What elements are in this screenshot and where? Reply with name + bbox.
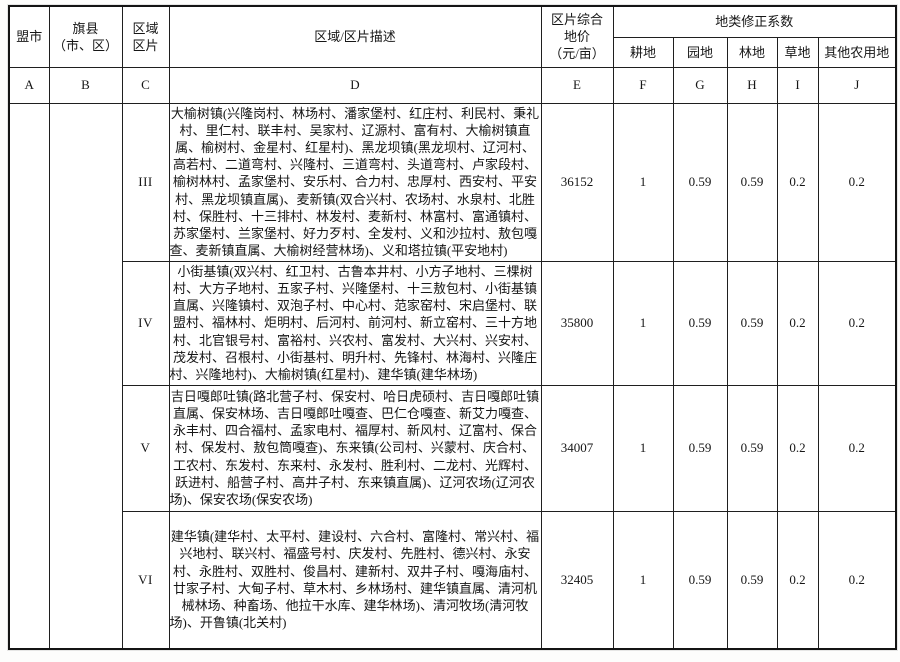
header-label: 其他农用地	[824, 44, 890, 60]
cell-coef-forest: 0.59	[726, 102, 778, 262]
cell-zone: VI	[121, 510, 170, 650]
cell-coef-other: 0.2	[817, 102, 897, 262]
land-price-table: 盟市 旗县 （市、区） 区域 区片 区域/区片描述 区片综合 地价 （元/亩） …	[6, 4, 899, 651]
header-group-correction-coefficients: 地类修正系数	[612, 5, 897, 38]
header-label: 地类修正系数	[715, 14, 794, 30]
table-row: III 大榆树镇(兴隆岗村、林场村、潘家堡村、红庄村、利民村、秉礼村、里仁村、联…	[8, 102, 897, 650]
header-cell-farmland: 耕地	[612, 36, 674, 68]
column-letter-j: J	[817, 66, 897, 104]
cell-coef-other: 0.2	[817, 384, 897, 512]
cell-coef-farmland: 1	[612, 260, 674, 386]
column-letter-h: H	[726, 66, 778, 104]
header-cell-grassland: 草地	[776, 36, 819, 68]
cell-description: 建华镇(建华村、太平村、建设村、六合村、富隆村、常兴村、福兴地村、联兴村、福盛号…	[168, 510, 542, 650]
header-cell-zone: 区域 区片	[121, 5, 170, 68]
header-label: 草地	[784, 44, 811, 60]
column-letter-b: B	[48, 66, 123, 104]
cell-zone: III	[121, 102, 170, 262]
cell-zone: IV	[121, 260, 170, 386]
cell-coef-farmland: 1	[612, 102, 674, 262]
cell-price: 36152	[540, 102, 614, 262]
header-cell-league-city: 盟市	[8, 5, 50, 68]
column-letter-e: E	[540, 66, 614, 104]
cell-coef-grass: 0.2	[776, 102, 819, 262]
column-letter-row: A B C D E F G H I J	[8, 66, 897, 104]
header-label: 区域/区片描述	[314, 29, 396, 45]
header-label-line: （元/亩）	[549, 46, 605, 62]
column-letter-c: C	[121, 66, 170, 104]
cell-coef-forest: 0.59	[726, 384, 778, 512]
cell-coef-grass: 0.2	[776, 510, 819, 650]
cell-coef-grass: 0.2	[776, 260, 819, 386]
table-row: VI 建华镇(建华村、太平村、建设村、六合村、富隆村、常兴村、福兴地村、联兴村、…	[9, 510, 897, 650]
cell-coef-garden: 0.59	[672, 510, 728, 650]
cell-coef-other: 0.2	[817, 260, 897, 386]
table-row: V 吉日嘎郎吐镇(路北营子村、保安村、哈日虎硕村、吉日嘎郎吐镇直属、保安林场、吉…	[9, 384, 897, 512]
header-label: 盟市	[16, 29, 43, 45]
cell-description: 大榆树镇(兴隆岗村、林场村、潘家堡村、红庄村、利民村、秉礼村、里仁村、联丰村、吴…	[168, 102, 542, 262]
column-letter-d: D	[168, 66, 542, 104]
header-cell-garden: 园地	[672, 36, 728, 68]
table-row: IV 小街基镇(双兴村、红卫村、古鲁本井村、小方子地村、三棵树村、大方子地村、五…	[9, 260, 897, 386]
cell-price: 34007	[540, 384, 614, 512]
column-letter-f: F	[612, 66, 674, 104]
header-cell-banner-county: 旗县 （市、区）	[48, 5, 123, 68]
header-label: 林地	[738, 44, 765, 60]
header-cell-composite-price: 区片综合 地价 （元/亩）	[540, 5, 614, 68]
cell-coef-forest: 0.59	[726, 260, 778, 386]
cell-coef-garden: 0.59	[672, 260, 728, 386]
header-row-1: 盟市 旗县 （市、区） 区域 区片 区域/区片描述 区片综合 地价 （元/亩） …	[8, 5, 897, 68]
header-cell-description: 区域/区片描述	[168, 5, 542, 68]
header-label: 耕地	[629, 44, 656, 60]
cell-coef-forest: 0.59	[726, 510, 778, 650]
cell-coef-other: 0.2	[817, 510, 897, 650]
cell-league-city-empty	[8, 102, 50, 650]
header-cell-forest: 林地	[726, 36, 778, 68]
cell-description: 小街基镇(双兴村、红卫村、古鲁本井村、小方子地村、三棵树村、大方子地村、五家子村…	[168, 260, 542, 386]
cell-description: 吉日嘎郎吐镇(路北营子村、保安村、哈日虎硕村、吉日嘎郎吐镇直属、保安林场、吉日嘎…	[168, 384, 542, 512]
cell-price: 35800	[540, 260, 614, 386]
header-row-2: 耕地 园地 林地 草地 其他农用地	[9, 36, 897, 68]
header-label-line: 地价	[563, 29, 590, 45]
header-label: 园地	[686, 44, 713, 60]
header-label-line: 区片综合	[550, 12, 603, 28]
cell-coef-farmland: 1	[612, 384, 674, 512]
cell-banner-county-empty	[48, 102, 123, 650]
cell-coef-grass: 0.2	[776, 384, 819, 512]
header-label-line: （市、区）	[52, 37, 118, 53]
column-letter-i: I	[776, 66, 819, 104]
header-label-line: 区域	[132, 20, 159, 36]
column-letter-a: A	[8, 66, 50, 104]
header-label-line: 区片	[132, 37, 159, 53]
column-letter-g: G	[672, 66, 728, 104]
cell-coef-farmland: 1	[612, 510, 674, 650]
cell-coef-garden: 0.59	[672, 102, 728, 262]
cell-zone: V	[121, 384, 170, 512]
header-cell-other-agricultural: 其他农用地	[817, 36, 897, 68]
cell-price: 32405	[540, 510, 614, 650]
cell-coef-garden: 0.59	[672, 384, 728, 512]
header-label-line: 旗县	[72, 20, 99, 36]
